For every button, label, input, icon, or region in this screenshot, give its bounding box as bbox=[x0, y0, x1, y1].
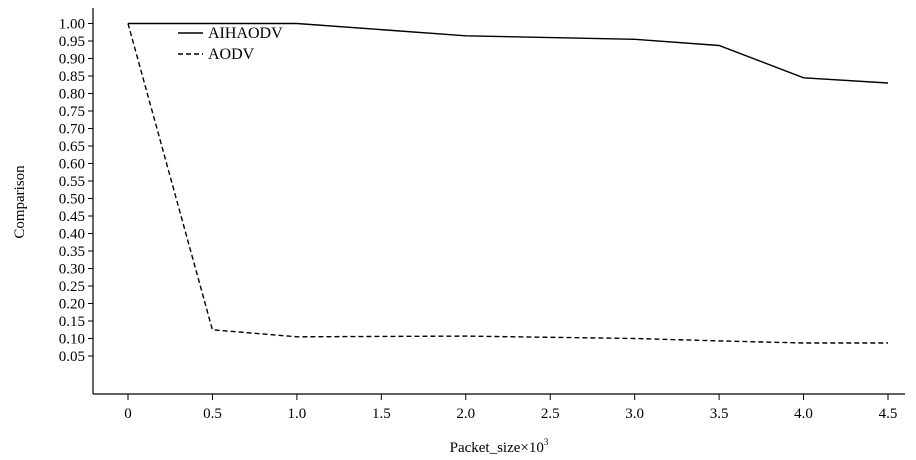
y-tick-label: 0.10 bbox=[59, 332, 85, 348]
x-axis-label-superscript: 3 bbox=[544, 437, 549, 447]
y-tick-label: 0.85 bbox=[59, 69, 85, 85]
y-tick-label: 0.20 bbox=[59, 297, 85, 313]
series-line-aodv bbox=[127, 23, 888, 344]
x-tick-label: 3.5 bbox=[710, 406, 729, 422]
y-tick-label: 0.70 bbox=[59, 122, 85, 138]
legend-label-aodv: AODV bbox=[208, 46, 255, 63]
x-tick-label: 0.5 bbox=[203, 406, 222, 422]
y-tick-label: 0.95 bbox=[59, 34, 85, 50]
y-axis-label: Comparison bbox=[12, 165, 28, 239]
y-tick-label: 0.55 bbox=[59, 174, 85, 190]
plot-area bbox=[127, 22, 889, 344]
y-tick-label: 0.35 bbox=[59, 244, 85, 260]
x-tick-label: 0 bbox=[124, 406, 132, 422]
x-tick-label: 4.0 bbox=[794, 406, 813, 422]
x-tick-label: 4.5 bbox=[879, 406, 898, 422]
y-tick-label: 0.50 bbox=[59, 192, 85, 208]
x-tick-label: 2.0 bbox=[456, 406, 475, 422]
y-tick-label: 0.05 bbox=[59, 349, 85, 365]
x-axis-label: Packet_size×103 bbox=[450, 437, 549, 456]
y-tick-label: 0.80 bbox=[59, 87, 85, 103]
y-tick-label: 1.00 bbox=[59, 17, 85, 33]
x-tick-label: 3.0 bbox=[625, 406, 644, 422]
y-tick-label: 0.65 bbox=[59, 139, 85, 155]
x-tick-label: 1.0 bbox=[288, 406, 307, 422]
y-tick-label: 0.40 bbox=[59, 227, 85, 243]
y-tick-label: 0.75 bbox=[59, 104, 85, 120]
y-tick-label: 0.60 bbox=[59, 157, 85, 173]
x-tick-label: 2.5 bbox=[541, 406, 560, 422]
legend-label-aihaodv: AIHAODV bbox=[208, 25, 283, 42]
y-tick-label: 0.90 bbox=[59, 52, 85, 68]
legend: AIHAODV AODV bbox=[178, 25, 283, 63]
y-tick-label: 0.15 bbox=[59, 314, 85, 330]
y-tick-label: 0.45 bbox=[59, 209, 85, 225]
y-tick-label: 0.30 bbox=[59, 262, 85, 278]
series-line-aihaodv bbox=[128, 22, 889, 84]
axes: 0.050.100.150.200.250.300.350.400.450.50… bbox=[59, 8, 905, 422]
x-tick-label: 1.5 bbox=[372, 406, 391, 422]
y-tick-label: 0.25 bbox=[59, 279, 85, 295]
x-axis-label-text: Packet_size×10 bbox=[450, 440, 544, 456]
